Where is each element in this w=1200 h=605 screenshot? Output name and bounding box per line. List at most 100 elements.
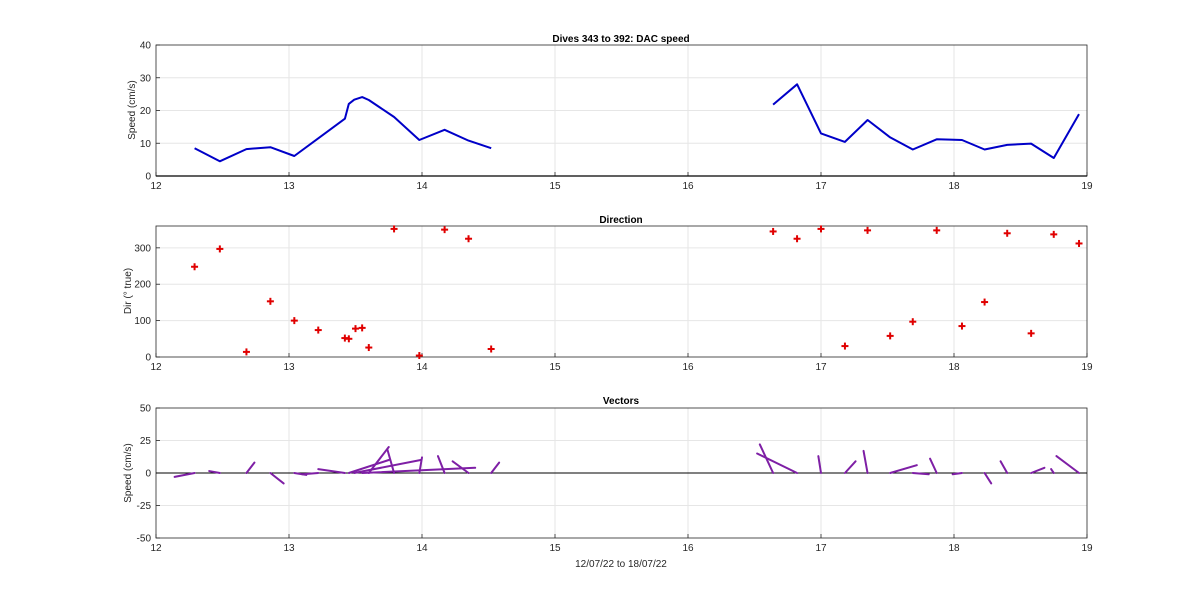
vector-stick (451, 460, 470, 474)
direction-chart-title: Direction (599, 215, 642, 226)
direction-point (981, 298, 989, 306)
direction-point (314, 326, 322, 334)
vector-stick (353, 459, 422, 474)
vector-stick (361, 466, 477, 474)
direction-point (358, 324, 366, 332)
direction-x-tick-label: 18 (948, 362, 960, 373)
vectors-marks (156, 443, 1087, 485)
vector-stick (490, 461, 501, 474)
direction-point (769, 227, 777, 235)
vector-stick (999, 460, 1009, 474)
speed-x-tick-label: 19 (1081, 181, 1093, 192)
vectors-panel: 12 13 14 15 16 17 18 19 -50 -25 0 25 50 Vectors Spee… (123, 396, 1093, 554)
direction-point (465, 235, 473, 243)
direction-point (345, 335, 353, 343)
vector-stick (367, 446, 390, 474)
direction-ticks: 12 13 14 15 16 17 18 19 0 100 200 300 (134, 243, 1093, 373)
speed-x-tick-label: 15 (549, 181, 561, 192)
vectors-y-tick-label: 50 (140, 404, 152, 415)
speed-x-tick-label: 18 (948, 181, 960, 192)
speed-chart-title: Dives 343 to 392: DAC speed (552, 34, 689, 45)
x-axis-label: 12/07/22 to 18/07/22 (575, 559, 667, 570)
direction-point (864, 226, 872, 234)
direction-point (909, 318, 917, 326)
direction-point (365, 344, 373, 352)
direction-point (216, 245, 224, 253)
vector-stick (951, 472, 963, 476)
speed-panel: 12 13 14 15 16 17 18 19 0 10 20 30 40 Dives 343 to 3… (127, 34, 1093, 192)
vectors-x-tick-label: 15 (549, 543, 561, 554)
vectors-ticks: 12 13 14 15 16 17 18 19 -50 -25 0 25 50 (137, 404, 1093, 555)
vectors-y-tick-label: -25 (137, 501, 152, 512)
vectors-x-tick-label: 16 (682, 543, 694, 554)
direction-x-tick-label: 13 (283, 362, 295, 373)
vector-stick (418, 456, 423, 474)
vector-stick (843, 460, 857, 474)
speed-y-axis-label: Speed (cm/s) (127, 80, 138, 139)
vector-stick (862, 449, 869, 474)
vectors-chart-title: Vectors (603, 396, 640, 407)
direction-marks (191, 225, 1083, 360)
speed-marks (156, 83, 1087, 177)
vectors-x-tick-label: 17 (815, 543, 827, 554)
speed-x-tick-label: 16 (682, 181, 694, 192)
speed-series-line-1 (194, 96, 492, 163)
vector-stick (386, 448, 396, 474)
vector-stick (245, 461, 256, 474)
speed-y-tick-label: 20 (140, 106, 152, 117)
vectors-x-tick-label: 12 (150, 543, 162, 554)
direction-point (886, 332, 894, 340)
direction-point (958, 322, 966, 330)
speed-series-line-2 (772, 83, 1080, 159)
direction-grid (156, 226, 1087, 357)
direction-point (441, 226, 449, 234)
direction-point (1003, 229, 1011, 237)
direction-y-tick-label: 200 (134, 280, 151, 291)
vector-stick (889, 464, 918, 474)
direction-axes-frame (155, 225, 1088, 358)
vector-stick (983, 472, 993, 485)
direction-point (841, 342, 849, 350)
vectors-x-tick-label: 13 (283, 543, 295, 554)
direction-y-tick-label: 100 (134, 316, 151, 327)
direction-point (1075, 239, 1083, 247)
direction-point (415, 352, 423, 360)
speed-y-tick-label: 40 (140, 41, 152, 52)
direction-point (390, 225, 398, 233)
vectors-x-tick-label: 19 (1081, 543, 1093, 554)
vector-stick (208, 470, 221, 474)
vector-stick (173, 472, 196, 478)
direction-y-tick-label: 0 (145, 353, 151, 364)
direction-point (487, 345, 495, 353)
direction-x-tick-label: 19 (1081, 362, 1093, 373)
direction-point (191, 263, 199, 271)
vector-stick (1030, 466, 1046, 474)
vectors-y-tick-label: 25 (140, 436, 152, 447)
direction-point (1027, 329, 1035, 337)
speed-x-tick-label: 14 (416, 181, 428, 192)
vector-stick (817, 455, 822, 474)
vectors-x-tick-label: 18 (948, 543, 960, 554)
vector-stick (911, 472, 930, 476)
vector-stick (301, 472, 320, 476)
speed-x-tick-label: 12 (150, 181, 162, 192)
direction-point (1050, 230, 1058, 238)
direction-x-tick-label: 12 (150, 362, 162, 373)
vector-stick (436, 455, 446, 474)
vectors-y-tick-label: 0 (145, 469, 151, 480)
speed-x-tick-label: 17 (815, 181, 827, 192)
direction-x-tick-label: 14 (416, 362, 428, 373)
direction-point (266, 297, 274, 305)
vector-stick (317, 468, 346, 474)
vector-stick (929, 457, 938, 474)
vector-stick (1050, 468, 1055, 474)
speed-y-tick-label: 30 (140, 73, 152, 84)
vector-stick (1055, 455, 1081, 474)
direction-y-axis-label: Dir (° true) (123, 268, 134, 314)
direction-point (793, 235, 801, 243)
direction-point (817, 225, 825, 233)
direction-x-tick-label: 17 (815, 362, 827, 373)
vector-stick (756, 452, 799, 474)
vector-stick (347, 459, 390, 474)
